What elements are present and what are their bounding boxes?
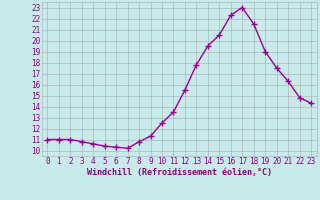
X-axis label: Windchill (Refroidissement éolien,°C): Windchill (Refroidissement éolien,°C) xyxy=(87,168,272,177)
